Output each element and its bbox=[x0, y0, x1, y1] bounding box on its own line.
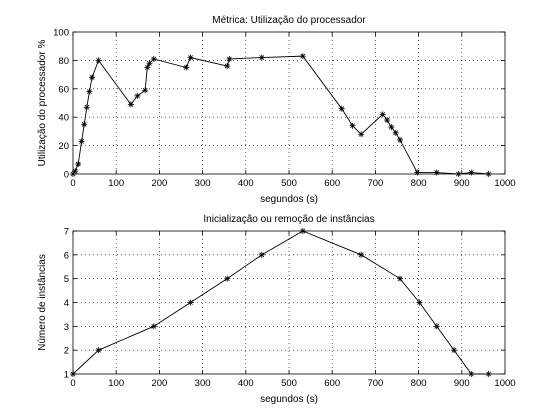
x-tick-label: 1000 bbox=[494, 178, 515, 189]
x-axis-label: segundos (s) bbox=[260, 394, 318, 405]
charts: 0 100 200 300 400 500 600 700 800 900 100002040608… bbox=[37, 15, 516, 405]
x-tick-label: 400 bbox=[238, 378, 254, 389]
data-point-marker bbox=[183, 64, 190, 71]
x-tick-label: 0 bbox=[70, 378, 75, 389]
y-axis-label: Utilização do processador % bbox=[37, 40, 48, 167]
data-point-marker bbox=[433, 323, 440, 330]
x-tick-label: 600 bbox=[324, 178, 340, 189]
x-tick-label: 200 bbox=[151, 378, 167, 389]
data-point-marker bbox=[224, 63, 231, 70]
y-tick-label: 2 bbox=[64, 346, 69, 357]
x-tick-label: 100 bbox=[108, 178, 124, 189]
y-tick-label: 3 bbox=[64, 322, 69, 333]
data-point-marker bbox=[127, 101, 134, 108]
data-point-marker bbox=[226, 55, 233, 62]
data-point-marker bbox=[95, 347, 102, 354]
x-tick-label: 0 bbox=[70, 178, 75, 189]
y-tick-label: 1 bbox=[64, 370, 69, 381]
data-point-marker bbox=[416, 299, 423, 306]
data-point-marker bbox=[81, 121, 88, 128]
y-tick-label: 7 bbox=[64, 227, 69, 238]
data-point-marker bbox=[349, 122, 356, 129]
x-tick-label: 500 bbox=[281, 178, 297, 189]
data-point-marker bbox=[455, 171, 462, 177]
data-point-marker bbox=[70, 371, 76, 377]
y-tick-label: 40 bbox=[58, 113, 69, 124]
x-tick-label: 800 bbox=[411, 378, 427, 389]
x-tick-label: 200 bbox=[151, 178, 167, 189]
data-point-marker bbox=[299, 228, 306, 234]
data-point-marker bbox=[89, 74, 96, 81]
y-tick-label: 6 bbox=[64, 250, 69, 261]
data-point-marker bbox=[78, 138, 85, 145]
data-point-marker bbox=[150, 55, 157, 62]
data-point-marker bbox=[146, 60, 153, 67]
series-line bbox=[72, 55, 489, 175]
data-point-marker bbox=[358, 251, 365, 258]
data-point-marker bbox=[338, 105, 345, 112]
data-point-marker bbox=[224, 275, 231, 282]
data-point-marker bbox=[433, 169, 440, 176]
data-point-marker bbox=[187, 299, 194, 306]
series-line bbox=[72, 230, 489, 375]
data-point-marker bbox=[485, 171, 492, 177]
data-point-marker bbox=[384, 117, 391, 124]
data-point-marker bbox=[144, 64, 151, 71]
chart-2: 0 100 200 300 400 500 600 700 800 900 1000 1 2 3 4 5 6 7 I… bbox=[37, 214, 516, 405]
data-point-marker bbox=[358, 131, 365, 138]
data-point-marker bbox=[379, 111, 386, 118]
chart-title: Métrica: Utilização do processador bbox=[212, 15, 366, 26]
data-point-marker bbox=[72, 168, 79, 175]
x-tick-label: 700 bbox=[367, 378, 383, 389]
y-axis-label: Número de instâncias bbox=[37, 254, 48, 351]
data-point-marker bbox=[75, 161, 82, 168]
data-point-marker bbox=[392, 129, 399, 136]
data-point-marker bbox=[451, 347, 458, 354]
grid bbox=[73, 231, 505, 374]
data-point-marker bbox=[388, 124, 395, 131]
data-point-marker bbox=[397, 136, 404, 143]
data-point-marker bbox=[86, 88, 93, 95]
data-point-marker bbox=[485, 371, 492, 377]
data-point-marker bbox=[83, 104, 90, 111]
x-tick-label: 500 bbox=[281, 378, 297, 389]
x-tick-label: 900 bbox=[454, 378, 470, 389]
x-tick-label: 100 bbox=[108, 378, 124, 389]
y-tick-label: 5 bbox=[64, 274, 69, 285]
data-point-marker bbox=[95, 57, 102, 64]
y-tick-label: 80 bbox=[58, 56, 69, 67]
x-tick-label: 600 bbox=[324, 378, 340, 389]
x-tick-label: 900 bbox=[454, 178, 470, 189]
data-point-marker bbox=[397, 275, 404, 282]
y-tick-label: 20 bbox=[58, 141, 69, 152]
data-point-marker bbox=[414, 169, 421, 176]
x-tick-label: 400 bbox=[238, 178, 254, 189]
y-tick-label: 0 bbox=[64, 170, 69, 181]
x-tick-label: 800 bbox=[411, 178, 427, 189]
data-point-marker bbox=[258, 54, 265, 61]
chart-title: Inicialização ou remoção de instâncias bbox=[203, 214, 374, 225]
data-point-marker bbox=[150, 323, 157, 330]
y-tick-label: 4 bbox=[64, 298, 69, 309]
data-point-marker bbox=[468, 371, 475, 377]
x-tick-label: 300 bbox=[195, 178, 211, 189]
data-point-marker bbox=[187, 54, 194, 61]
data-point-marker bbox=[142, 87, 149, 94]
data-point-marker bbox=[134, 92, 141, 99]
chart-1: 0 100 200 300 400 500 600 700 800 900 1000 0 20 40 60 8… bbox=[37, 15, 516, 205]
x-axis-label: segundos (s) bbox=[260, 194, 318, 205]
y-tick-label: 100 bbox=[53, 28, 69, 39]
x-tick-label: 700 bbox=[367, 178, 383, 189]
x-tick-label: 1000 bbox=[494, 378, 515, 389]
y-tick-label: 60 bbox=[58, 84, 69, 95]
data-point-marker bbox=[468, 169, 475, 176]
data-point-marker bbox=[258, 251, 265, 258]
data-point-marker bbox=[299, 53, 306, 60]
x-tick-label: 300 bbox=[195, 378, 211, 389]
